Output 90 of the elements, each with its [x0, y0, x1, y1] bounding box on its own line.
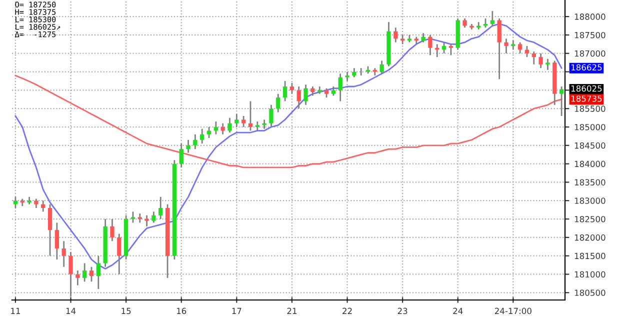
candlestick: [269, 104, 274, 128]
x-tick-label: 22: [342, 308, 352, 314]
candlestick: [62, 240, 66, 268]
y-tick-label: 185500: [574, 106, 606, 112]
candlestick: [331, 86, 336, 96]
y-tick-label: 183500: [574, 179, 606, 186]
candlestick: [214, 120, 218, 136]
candlestick: [241, 115, 246, 128]
candlestick: [186, 139, 190, 154]
candlestick: [282, 80, 288, 102]
candlestick: [158, 196, 163, 220]
candlestick: [248, 100, 253, 132]
x-tick-label: 11: [11, 308, 20, 314]
candlestick: [89, 266, 94, 282]
candlestick: [68, 251, 73, 298]
candlestick: [152, 210, 156, 224]
candlestick: [532, 50, 536, 66]
candlestick: [511, 40, 516, 50]
y-tick-label: 187000: [574, 50, 606, 57]
candlestick: [110, 218, 114, 242]
x-tick-label: 21: [287, 308, 296, 314]
candlestick: [504, 38, 508, 54]
candlestick: [338, 72, 342, 102]
candlestick: [421, 32, 426, 44]
candlestick: [559, 86, 564, 117]
y-tick-label: 182000: [574, 234, 606, 241]
candlestick: [13, 196, 18, 209]
candlestick: [48, 204, 52, 257]
candlestick: [518, 42, 522, 54]
candlestick: [359, 67, 364, 76]
candlestick: [228, 117, 232, 134]
candlestick: [442, 42, 446, 54]
candlestick: [117, 233, 122, 275]
candlestick: [206, 126, 212, 139]
candlestick: [144, 214, 149, 228]
x-tick-label: 24-17:00: [494, 308, 532, 314]
candlestick: [76, 270, 80, 286]
candlestick: [345, 71, 350, 82]
candlestick: [179, 142, 184, 168]
text: 186025: [571, 85, 602, 92]
candlestick: [193, 134, 198, 150]
x-tick-label: 16: [176, 308, 186, 314]
y-tick-label: 187500: [574, 32, 606, 38]
x-tick-label: 14: [66, 308, 76, 314]
x-tick-label: 23: [398, 308, 408, 314]
candlestick: [34, 198, 38, 209]
candlestick: [310, 86, 315, 96]
candlestick: [296, 86, 301, 110]
candlestick: [380, 60, 384, 74]
candlestick: [483, 18, 488, 28]
y-tick-label: 181500: [574, 252, 606, 260]
y-tick-label: 188000: [574, 14, 606, 20]
candlestick: [220, 122, 225, 136]
candlestick: [324, 88, 329, 98]
candlestick: [54, 222, 60, 260]
candlestick: [234, 113, 239, 128]
candlestick: [394, 26, 398, 44]
candlestick: [352, 67, 356, 78]
candlestick: [462, 18, 467, 28]
candlestick: [546, 58, 550, 71]
candlestick: [138, 212, 142, 224]
candlestick: [96, 255, 100, 290]
candlestick: [304, 84, 308, 106]
candlestick: [538, 52, 543, 69]
candlestick: [276, 93, 280, 113]
candlestick: [82, 262, 87, 282]
y-tick-label: 185000: [574, 124, 606, 130]
y-tick-label: 184500: [574, 142, 606, 149]
candlestick: [130, 210, 136, 224]
candlestick: [41, 200, 46, 212]
text: 186625: [571, 64, 602, 71]
candlestick: [524, 45, 530, 58]
candlestick: [400, 34, 405, 45]
candlestick: [448, 43, 454, 56]
y-tick-label: 184000: [574, 160, 606, 168]
candlestick: [290, 82, 294, 95]
candlestick: [200, 128, 204, 144]
x-tick-label: 17: [232, 308, 242, 314]
x-tick-label: 15: [122, 308, 131, 314]
candlestick: [255, 120, 260, 132]
y-tick-label: 182500: [574, 216, 606, 222]
text: 185735: [571, 96, 602, 102]
candlestick: [428, 34, 432, 56]
y-tick-label: 183000: [574, 198, 606, 204]
y-tick-label: 180500: [574, 290, 606, 296]
candlestick: [497, 18, 502, 80]
x-tick-label: 24: [453, 308, 463, 314]
candlestick: [490, 10, 494, 26]
y-tick-label: 181000: [574, 271, 606, 278]
line-series: [14, 74, 562, 168]
